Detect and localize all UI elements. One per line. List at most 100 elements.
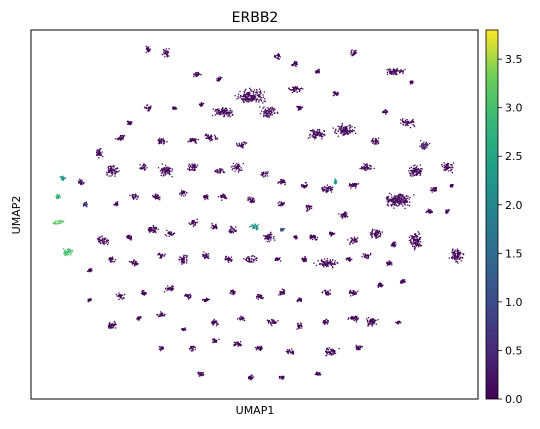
cell-cluster-1	[161, 48, 170, 58]
cell-cluster-47	[157, 163, 174, 178]
cell-cluster-18	[307, 128, 326, 140]
cell-cluster-108	[278, 288, 285, 296]
cell-cluster-30	[419, 140, 431, 150]
cell-cluster-61	[277, 201, 285, 207]
cell-cluster-91	[202, 251, 210, 260]
cell-cluster-63	[338, 211, 349, 219]
cell-cluster-43	[260, 171, 269, 178]
cell-cluster-69	[126, 234, 133, 241]
cell-cluster-81	[347, 236, 359, 245]
cell-cluster-110	[321, 289, 331, 296]
cell-cluster-50	[77, 178, 85, 186]
cell-cluster-112	[377, 282, 384, 288]
cell-cluster-62	[305, 204, 313, 212]
colorbar-tick-label: 0.5	[505, 344, 523, 357]
cell-cluster-56	[152, 193, 161, 201]
cell-cluster-96	[313, 258, 339, 269]
cell-cluster-55	[129, 193, 139, 200]
cell-cluster-80	[329, 231, 336, 237]
cell-cluster-74	[228, 225, 237, 234]
cell-cluster-42	[277, 178, 286, 186]
cell-cluster-0	[145, 45, 151, 53]
cell-cluster-12	[211, 107, 234, 118]
plot-frame	[30, 29, 479, 400]
cell-cluster-105	[201, 297, 210, 303]
cell-cluster-6	[291, 61, 298, 68]
cell-cluster-124	[366, 317, 379, 327]
cell-cluster-73	[210, 222, 218, 230]
cell-cluster-137	[314, 371, 322, 376]
cell-cluster-25	[126, 120, 133, 126]
cell-cluster-126	[158, 346, 164, 352]
cell-cluster-22	[204, 133, 219, 142]
cell-cluster-89	[157, 252, 166, 259]
cell-cluster-88	[128, 259, 139, 267]
cell-cluster-33	[408, 164, 423, 177]
y-axis-label: UMAP2	[10, 196, 23, 235]
cell-cluster-116	[156, 311, 166, 318]
cell-cluster-109	[296, 297, 302, 303]
colorbar	[485, 29, 499, 400]
cell-cluster-99	[386, 260, 393, 266]
cell-cluster-21	[236, 141, 248, 149]
cell-cluster-16	[288, 86, 304, 94]
colorbar-tick-label: 0.0	[505, 393, 523, 406]
cell-cluster-71	[164, 229, 176, 237]
cell-cluster-122	[322, 318, 329, 325]
cell-cluster-14	[172, 106, 178, 110]
cell-cluster-32	[359, 163, 375, 171]
cell-cluster-114	[107, 321, 117, 329]
cell-cluster-64	[425, 208, 433, 214]
cell-cluster-93	[243, 255, 258, 263]
cell-cluster-35	[430, 186, 437, 193]
cell-cluster-60	[247, 196, 256, 204]
cell-cluster-38	[348, 183, 359, 189]
cell-cluster-123	[347, 315, 359, 323]
cell-cluster-34	[441, 162, 455, 174]
cell-cluster-129	[233, 341, 242, 347]
cell-cluster-82	[369, 228, 383, 239]
chart-title: ERBB2	[232, 10, 279, 26]
cell-cluster-98	[361, 252, 372, 259]
cell-cluster-11	[350, 49, 357, 57]
cell-cluster-31	[370, 137, 380, 145]
cell-cluster-40	[321, 184, 334, 193]
cell-cluster-24	[157, 137, 168, 145]
cell-cluster-23	[187, 137, 199, 144]
cell-cluster-128	[212, 338, 220, 344]
colorbar-tick-label: 3.5	[505, 53, 523, 66]
cell-cluster-106	[229, 289, 236, 296]
colorbar-tick-label: 2.5	[505, 150, 523, 163]
cell-cluster-17	[332, 122, 357, 137]
cell-cluster-87	[108, 256, 117, 263]
cell-cluster-8	[332, 91, 339, 97]
cell-cluster-92	[224, 255, 233, 263]
cell-cluster-72	[188, 218, 198, 228]
cell-cluster-102	[141, 289, 147, 296]
cell-cluster-120	[266, 318, 279, 327]
colorbar-ticks: 0.0 0.5 1.0 1.5 2.0 2.5 3.0 3.5	[498, 53, 523, 406]
cell-cluster-90	[178, 254, 188, 265]
cell-cluster-7	[314, 68, 320, 74]
cell-cluster-86	[86, 268, 93, 273]
cell-cluster-13	[199, 102, 205, 107]
cell-cluster-115	[136, 316, 142, 321]
cell-cluster-29	[382, 109, 389, 115]
cell-cluster-65	[445, 209, 450, 214]
cell-cluster-41	[300, 182, 308, 189]
cell-cluster-76	[263, 231, 276, 243]
umap-scatter-points	[52, 45, 465, 381]
cell-cluster-118	[211, 318, 219, 327]
cell-cluster-127	[188, 345, 196, 352]
colorbar-tick-label: 1.0	[505, 296, 523, 309]
cell-cluster-57	[179, 189, 188, 197]
cell-cluster-9	[386, 67, 406, 76]
cell-cluster-51	[59, 175, 67, 181]
cell-cluster-107	[255, 294, 264, 300]
cell-cluster-130	[254, 345, 263, 351]
colorbar-tick-label: 3.0	[505, 102, 523, 115]
cell-cluster-68	[97, 235, 109, 246]
cell-cluster-111	[348, 289, 359, 297]
cell-cluster-119	[236, 315, 246, 322]
